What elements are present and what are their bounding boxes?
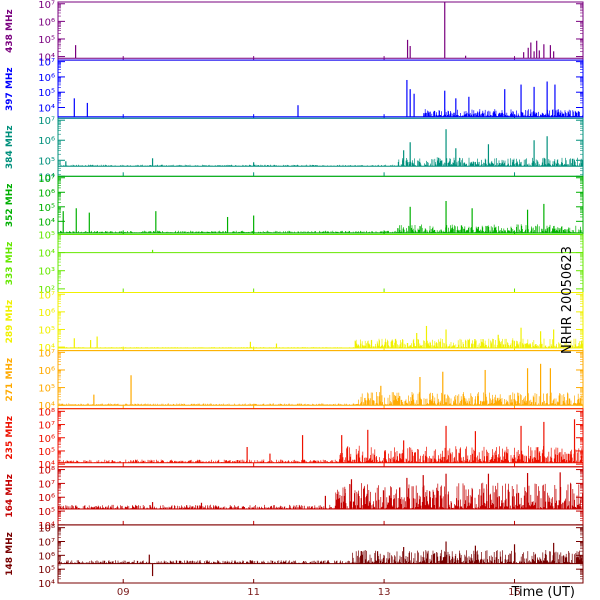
noise-trace bbox=[57, 224, 583, 233]
y-tick-label: 10⁷ bbox=[38, 116, 55, 127]
panel-148-mhz: 10⁴ 10⁵ 10⁶ 10⁷ 10⁸ 148 MHz bbox=[5, 524, 584, 590]
panel-352-mhz: 10⁴ 10⁵ 10⁶ 10⁷ 352 MHz bbox=[5, 174, 584, 235]
y-tick-label: 10⁸ bbox=[38, 466, 55, 477]
panel-289-mhz: 10⁴ 10⁵ 10⁶ 10⁷ 289 MHz bbox=[5, 290, 584, 354]
y-tick-label: 10⁷ bbox=[38, 290, 55, 301]
y-tick-label: 10⁴ bbox=[38, 343, 55, 354]
x-tick-label: 11 bbox=[247, 587, 260, 598]
x-tick-label: 09 bbox=[117, 587, 130, 598]
y-tick-label: 10⁸ bbox=[38, 524, 55, 535]
y-tick-label: 10⁷ bbox=[38, 421, 55, 432]
noise-trace bbox=[57, 338, 583, 348]
panel-label: 384 MHz bbox=[5, 125, 15, 169]
noise-trace bbox=[57, 445, 583, 463]
y-tick-label: 10⁴ bbox=[38, 521, 55, 532]
panel-frame bbox=[57, 233, 584, 293]
y-tick-label: 10⁶ bbox=[38, 551, 55, 562]
y-tick-label: 10⁷ bbox=[38, 348, 55, 359]
y-tick-label: 10⁴ bbox=[38, 53, 55, 64]
y-tick-label: 10³ bbox=[38, 267, 55, 278]
panel-label: 164 MHz bbox=[5, 474, 15, 518]
panel-label: 271 MHz bbox=[5, 358, 15, 402]
panel-frame bbox=[57, 175, 584, 235]
panel-164-mhz: 10⁴ 10⁵ 10⁶ 10⁷ 10⁸ 164 MHz bbox=[5, 466, 584, 532]
y-tick-label: 10⁴ bbox=[38, 103, 55, 114]
panel-label: 289 MHz bbox=[5, 300, 15, 344]
y-tick-label: 10⁵ bbox=[38, 565, 55, 576]
y-tick-label: 10⁵ bbox=[38, 447, 55, 458]
y-tick-label: 10⁶ bbox=[38, 308, 55, 319]
y-tick-label: 10⁵ bbox=[38, 230, 55, 241]
y-tick-label: 10⁸ bbox=[38, 407, 55, 418]
y-tick-label: 10⁶ bbox=[38, 73, 55, 84]
y-tick-label: 10⁵ bbox=[38, 507, 55, 518]
y-tick-label: 10⁴ bbox=[38, 579, 55, 590]
noise-trace bbox=[58, 549, 583, 564]
panel-label: 235 MHz bbox=[5, 416, 15, 460]
y-tick-label: 10⁴ bbox=[38, 217, 55, 228]
y-tick-label: 10⁶ bbox=[38, 136, 55, 147]
y-tick-label: 10⁶ bbox=[38, 493, 55, 504]
panel-label: 333 MHz bbox=[5, 242, 15, 286]
panel-label: 148 MHz bbox=[5, 532, 15, 576]
noise-trace bbox=[57, 392, 583, 406]
y-tick-label: 10⁷ bbox=[38, 538, 55, 549]
panel-frame bbox=[57, 466, 584, 526]
y-tick-label: 10⁶ bbox=[38, 366, 55, 377]
y-tick-label: 10⁵ bbox=[38, 35, 55, 46]
panel-frame bbox=[57, 524, 584, 584]
panel-label: 352 MHz bbox=[5, 184, 15, 228]
panel-label: 438 MHz bbox=[5, 9, 15, 53]
noise-trace bbox=[57, 157, 583, 167]
panel-438-mhz: 10⁴ 10⁵ 10⁶ 10⁷ 438 MHz bbox=[5, 0, 584, 64]
x-axis-label: Time (UT) bbox=[510, 585, 575, 600]
y-tick-label: 10⁷ bbox=[38, 174, 55, 185]
y-tick-label: 10⁴ bbox=[38, 460, 55, 471]
panel-397-mhz: 10⁴ 10⁵ 10⁶ 10⁷ 397 MHz bbox=[5, 58, 584, 119]
y-tick-label: 10² bbox=[38, 285, 55, 296]
panel-label: 397 MHz bbox=[5, 67, 15, 111]
panel-384-mhz: 10⁴ 10⁵ 10⁶ 10⁷ 384 MHz bbox=[5, 116, 584, 183]
noise-trace bbox=[423, 109, 583, 117]
y-tick-label: 10⁵ bbox=[38, 384, 55, 395]
noise-trace bbox=[58, 482, 583, 509]
y-tick-label: 10⁴ bbox=[38, 249, 55, 260]
y-tick-label: 10⁵ bbox=[38, 88, 55, 99]
y-tick-label: 10⁴ bbox=[38, 401, 55, 412]
y-tick-label: 10⁷ bbox=[38, 0, 55, 11]
y-tick-label: 10⁵ bbox=[38, 203, 55, 214]
panel-frame bbox=[57, 292, 584, 352]
panel-235-mhz: 10⁴ 10⁵ 10⁶ 10⁷ 10⁸ 235 MHz bbox=[5, 407, 584, 471]
y-tick-label: 10⁵ bbox=[38, 325, 55, 336]
x-tick-label: 15 bbox=[508, 587, 521, 598]
y-tick-label: 10⁵ bbox=[38, 156, 55, 167]
y-tick-label: 10⁶ bbox=[38, 188, 55, 199]
panel-frame bbox=[57, 117, 584, 177]
panel-333-mhz: 10² 10³ 10⁴ 10⁵ 333 MHz bbox=[5, 230, 584, 296]
y-tick-label: 10⁶ bbox=[38, 434, 55, 445]
side-label: NRHR 20050623 bbox=[560, 246, 575, 354]
y-tick-label: 10⁷ bbox=[38, 58, 55, 69]
y-tick-label: 10⁷ bbox=[38, 479, 55, 490]
y-tick-label: 10⁴ bbox=[38, 172, 55, 183]
y-tick-label: 10⁶ bbox=[38, 17, 55, 28]
panel-frame bbox=[57, 1, 584, 61]
x-tick-label: 13 bbox=[378, 587, 391, 598]
panel-271-mhz: 10⁴ 10⁵ 10⁶ 10⁷ 271 MHz bbox=[5, 348, 584, 412]
